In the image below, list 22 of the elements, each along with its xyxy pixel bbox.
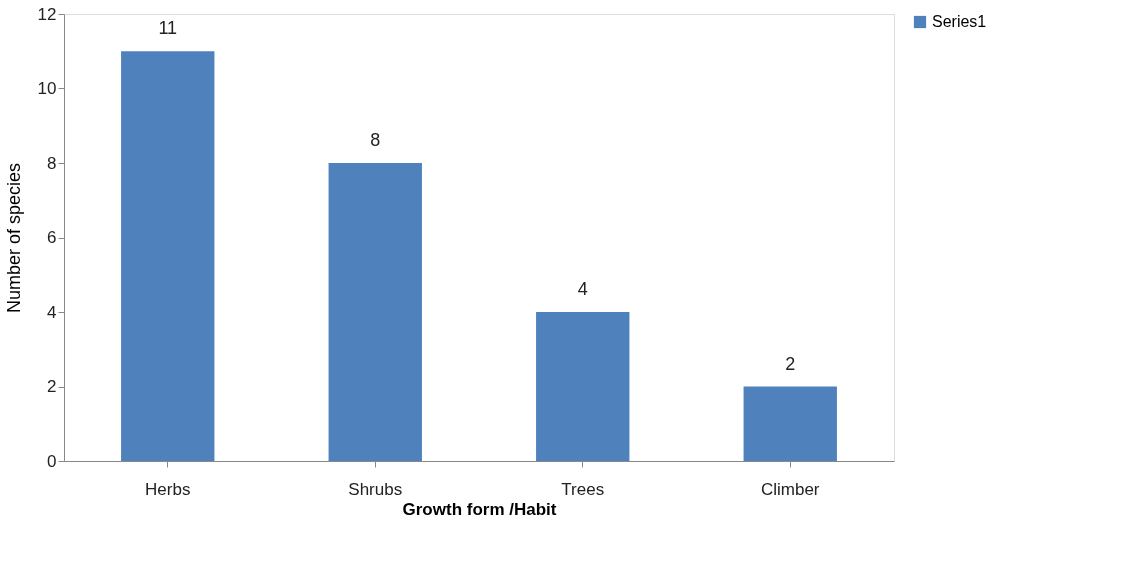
bar — [743, 386, 837, 461]
x-axis-title: Growth form /Habit — [402, 499, 557, 519]
x-tick-label: Shrubs — [348, 479, 403, 499]
y-tick-label: 4 — [47, 302, 57, 322]
data-label: 11 — [158, 18, 178, 39]
y-tick-label: 0 — [47, 451, 57, 471]
x-tick-label: Herbs — [145, 479, 191, 499]
bar — [121, 51, 215, 461]
y-tick-label: 12 — [37, 4, 57, 24]
data-label: 4 — [577, 279, 588, 299]
y-axis-title: Number of species — [3, 162, 24, 314]
y-tick-label: 10 — [37, 79, 57, 98]
data-label: 8 — [370, 130, 381, 150]
data-label: 2 — [785, 353, 796, 374]
x-tick-label: Trees — [561, 479, 605, 499]
bar — [328, 163, 422, 461]
y-tick-label: 8 — [47, 153, 57, 173]
bar — [536, 312, 630, 461]
x-tick-label: Climber — [760, 479, 820, 499]
y-tick-label: 2 — [47, 377, 57, 396]
y-tick-label: 6 — [47, 228, 57, 247]
legend-label: Series1 — [932, 13, 987, 30]
